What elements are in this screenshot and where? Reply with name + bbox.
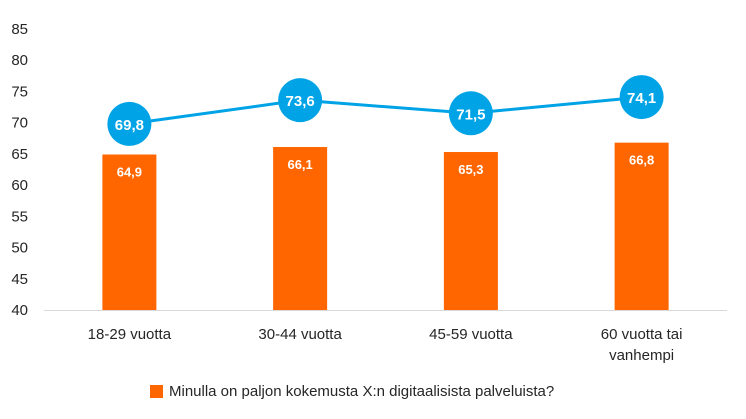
- bar: [102, 154, 157, 310]
- line-point: [107, 101, 152, 146]
- point-data-label: 71,5: [456, 106, 485, 123]
- bar: [273, 147, 328, 310]
- point-data-label: 69,8: [115, 117, 144, 134]
- point-data-label: 73,6: [286, 93, 315, 110]
- y-tick-label: 80: [11, 52, 28, 69]
- legend-label: Minulla on paljon kokemusta X:n digitaal…: [169, 383, 555, 400]
- y-tick-label: 75: [11, 83, 28, 100]
- line-point: [619, 75, 664, 120]
- category-label: 18-29 vuotta: [88, 326, 172, 343]
- bar-data-label: 66,8: [629, 153, 654, 168]
- y-axis-ticks: 40 45 50 55 60 65 70 75 80 85: [11, 21, 28, 319]
- y-tick-label: 40: [11, 302, 28, 319]
- line-series: 69,8 73,6 71,5 74,1: [107, 75, 664, 146]
- bar-data-label: 66,1: [287, 157, 312, 172]
- y-tick-label: 70: [11, 115, 28, 132]
- point-data-label: 74,1: [627, 90, 656, 107]
- category-label: 60 vuotta tai: [601, 326, 683, 343]
- line-point: [278, 78, 323, 123]
- series-line: [129, 95, 642, 126]
- bar-data-label: 65,3: [458, 162, 483, 177]
- bar-data-label: 64,9: [117, 165, 142, 180]
- category-label: 30-44 vuotta: [258, 326, 342, 343]
- bar: [443, 152, 498, 310]
- y-tick-label: 60: [11, 177, 28, 194]
- line-point: [448, 91, 493, 136]
- y-tick-label: 85: [11, 21, 28, 38]
- y-tick-label: 45: [11, 271, 28, 288]
- bar: [614, 142, 669, 310]
- y-tick-label: 65: [11, 146, 28, 163]
- y-tick-label: 55: [11, 208, 28, 225]
- bar-series: 64,9 66,1 65,3 66,8: [102, 142, 669, 310]
- x-axis-categories: 18-29 vuotta 30-44 vuotta 45-59 vuotta 60 v…: [88, 326, 683, 364]
- legend: Minulla on paljon kokemusta X:n digitaal…: [150, 383, 554, 400]
- y-tick-label: 50: [11, 240, 28, 257]
- category-label: vanhempi: [609, 347, 674, 364]
- legend-swatch: [150, 385, 163, 398]
- category-label: 45-59 vuotta: [429, 326, 513, 343]
